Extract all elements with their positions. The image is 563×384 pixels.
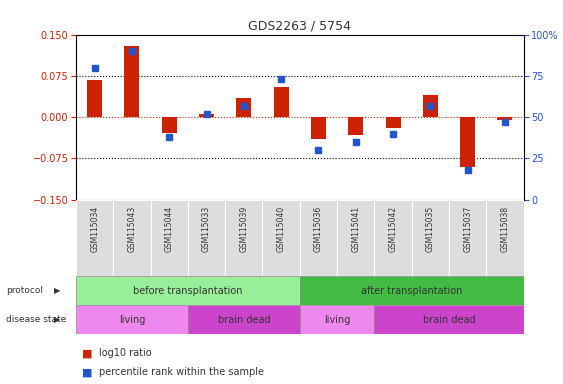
Text: ■: ■ — [82, 348, 92, 358]
Text: GSM115037: GSM115037 — [463, 206, 472, 252]
Bar — [76, 276, 300, 305]
Bar — [386, 117, 400, 128]
Text: after transplantation: after transplantation — [361, 286, 462, 296]
Text: GSM115043: GSM115043 — [127, 206, 136, 252]
Text: living: living — [324, 314, 350, 325]
Text: GSM115038: GSM115038 — [501, 206, 510, 252]
Bar — [337, 200, 374, 276]
Text: GSM115042: GSM115042 — [388, 206, 397, 252]
Bar — [300, 276, 524, 305]
Text: GSM115040: GSM115040 — [276, 206, 285, 252]
Bar — [311, 117, 326, 139]
Bar — [486, 200, 524, 276]
Bar — [225, 200, 262, 276]
Bar — [151, 200, 188, 276]
Bar — [423, 95, 438, 117]
Text: brain dead: brain dead — [217, 314, 270, 325]
Text: GSM115033: GSM115033 — [202, 206, 211, 252]
Text: ■: ■ — [82, 367, 92, 377]
Bar — [348, 117, 363, 135]
Text: living: living — [119, 314, 145, 325]
Text: log10 ratio: log10 ratio — [99, 348, 151, 358]
Text: percentile rank within the sample: percentile rank within the sample — [99, 367, 263, 377]
Text: GSM115039: GSM115039 — [239, 206, 248, 252]
Bar — [300, 305, 374, 334]
Bar — [76, 200, 113, 276]
Title: GDS2263 / 5754: GDS2263 / 5754 — [248, 19, 351, 32]
Text: ▶: ▶ — [53, 315, 60, 324]
Bar — [460, 117, 475, 167]
Bar — [199, 114, 214, 117]
Text: GSM115044: GSM115044 — [165, 206, 174, 252]
Bar — [262, 200, 300, 276]
Bar — [87, 80, 102, 117]
Bar — [498, 117, 512, 120]
Bar — [236, 98, 251, 117]
Text: GSM115034: GSM115034 — [90, 206, 99, 252]
Bar — [374, 305, 524, 334]
Bar — [412, 200, 449, 276]
Bar — [188, 305, 300, 334]
Text: disease state: disease state — [6, 315, 66, 324]
Text: GSM115041: GSM115041 — [351, 206, 360, 252]
Bar — [188, 200, 225, 276]
Text: brain dead: brain dead — [423, 314, 475, 325]
Text: before transplantation: before transplantation — [133, 286, 243, 296]
Bar — [374, 200, 412, 276]
Text: ▶: ▶ — [53, 286, 60, 295]
Bar — [124, 46, 140, 117]
Bar — [162, 117, 177, 132]
Text: GSM115036: GSM115036 — [314, 206, 323, 252]
Bar — [274, 87, 289, 117]
Text: GSM115035: GSM115035 — [426, 206, 435, 252]
Text: protocol: protocol — [6, 286, 43, 295]
Bar — [113, 200, 151, 276]
Bar — [449, 200, 486, 276]
Bar — [76, 305, 188, 334]
Bar — [300, 200, 337, 276]
